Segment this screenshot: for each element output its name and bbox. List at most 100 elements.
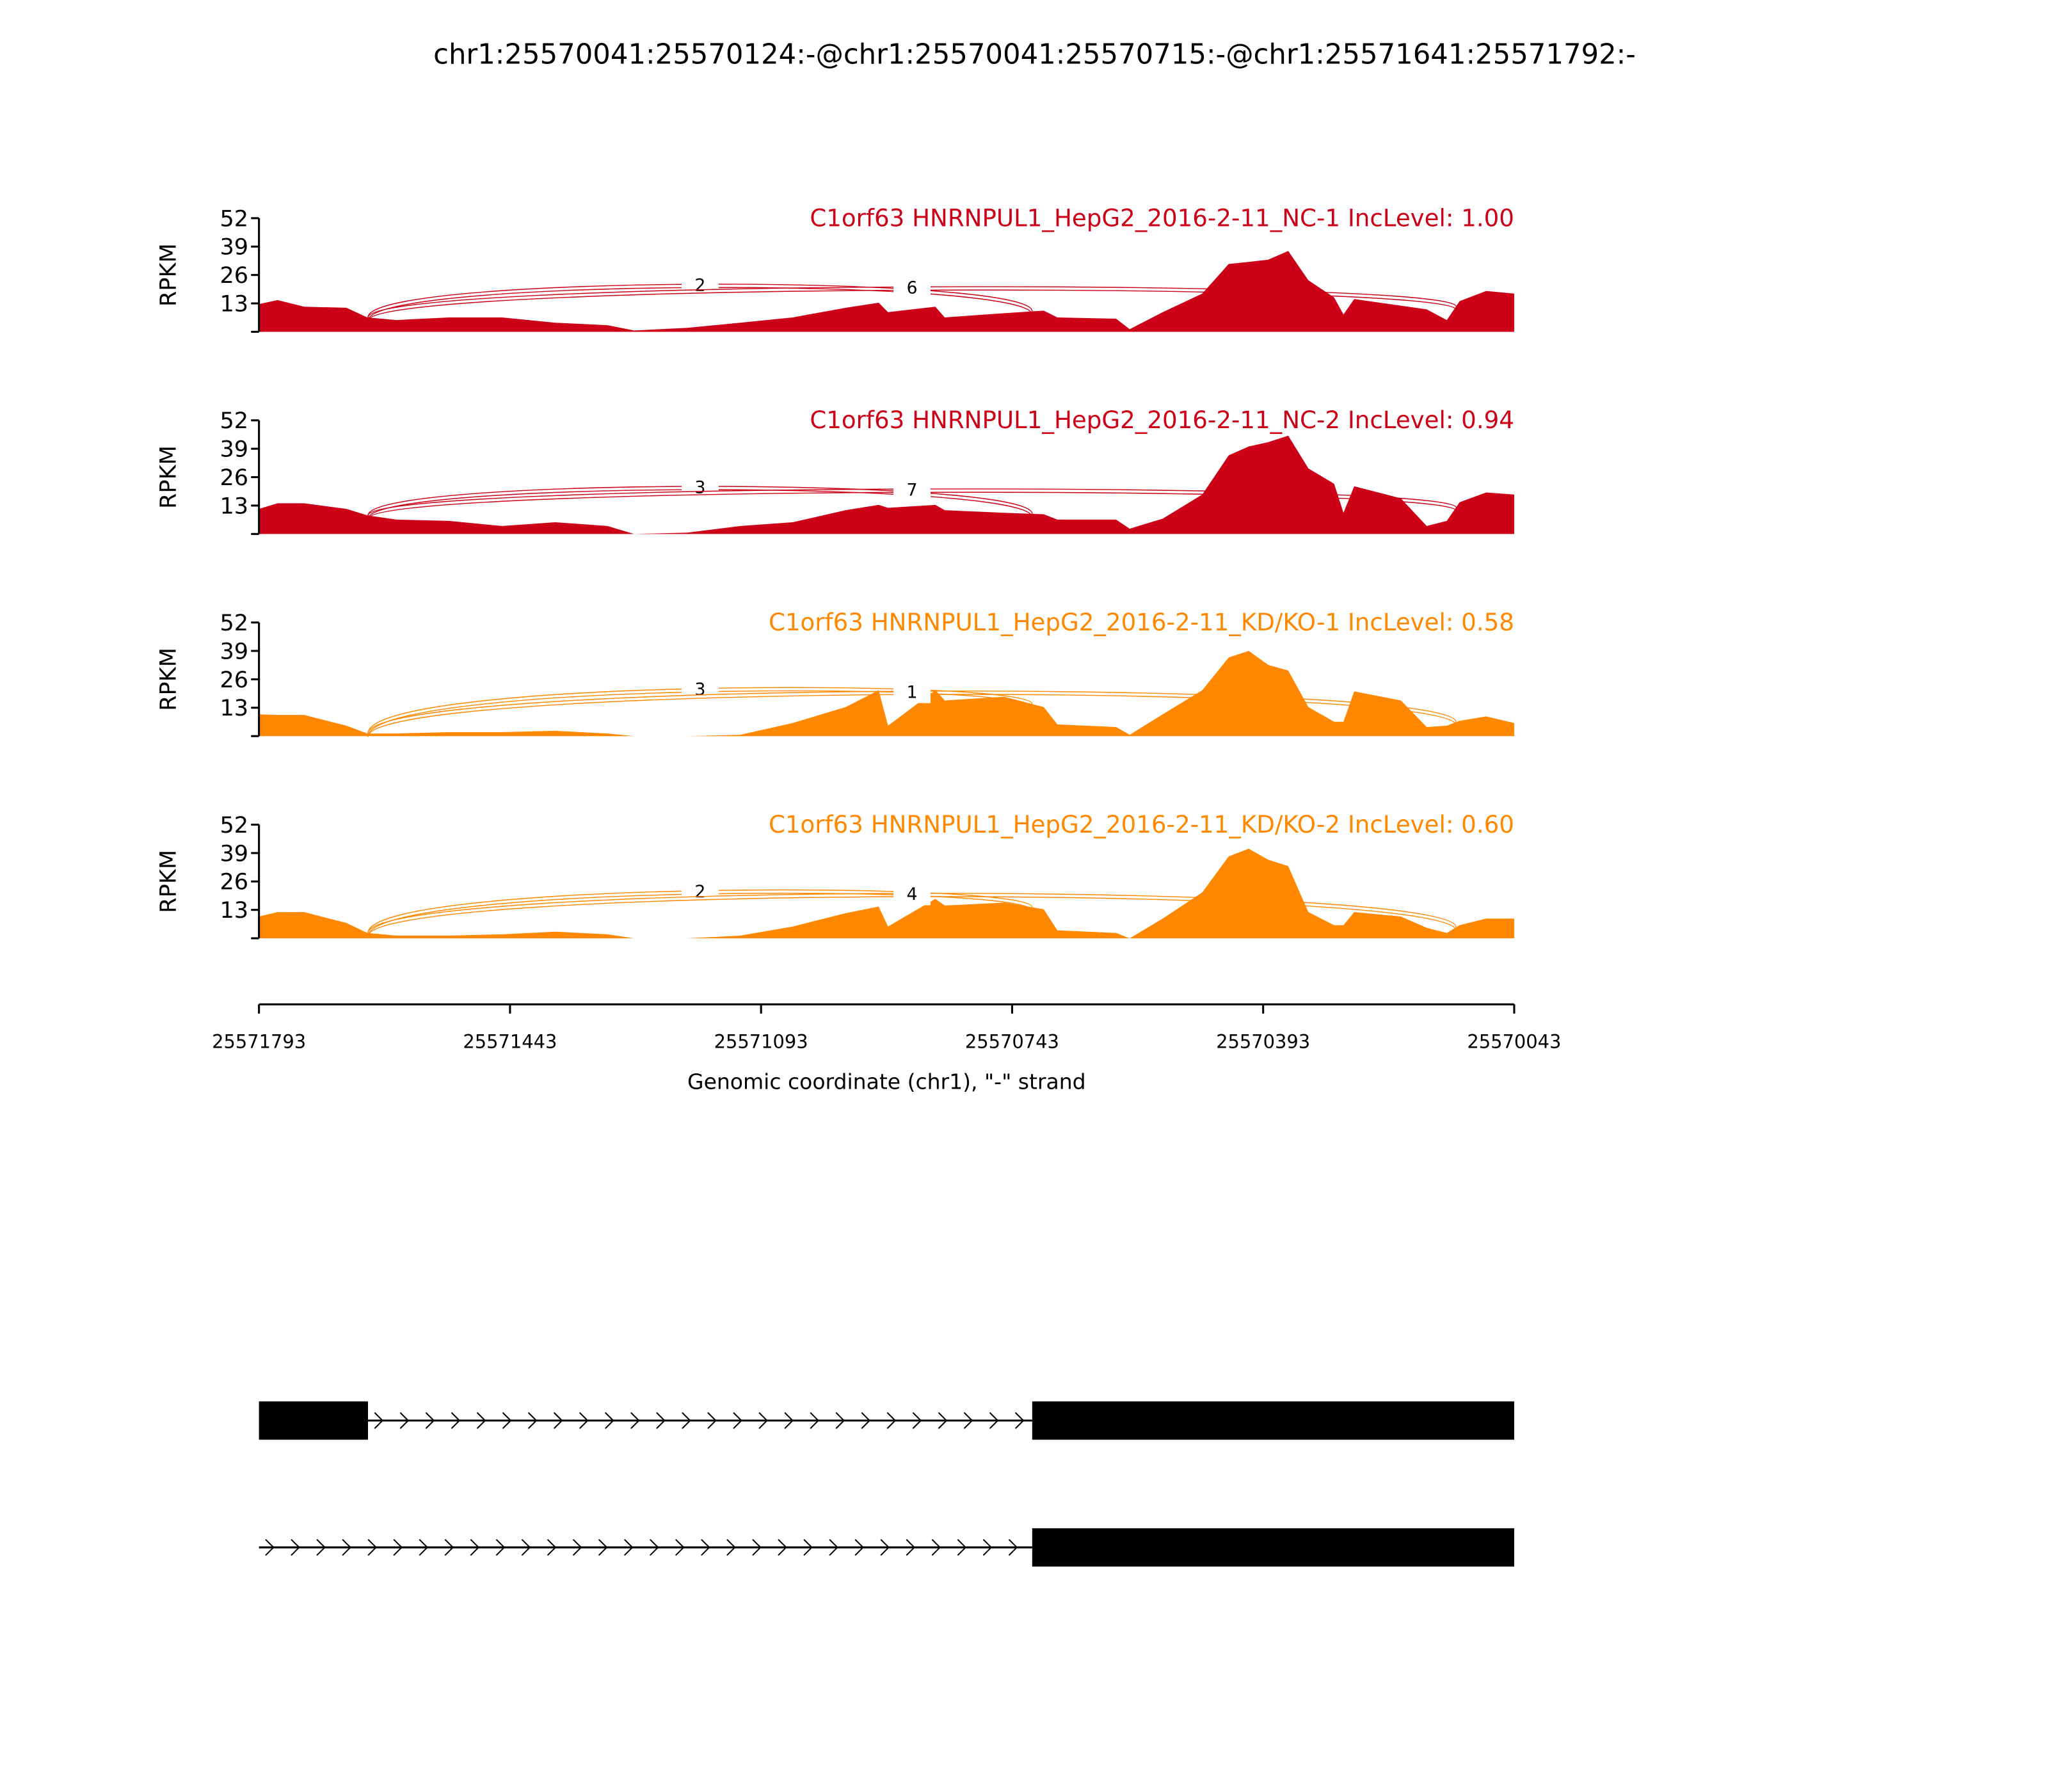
- exon: [1032, 1528, 1514, 1567]
- strand-chevron-icon: [547, 1539, 557, 1556]
- junction-label-box: [681, 272, 719, 296]
- junction-label-box: [893, 881, 931, 906]
- plot-title: chr1:25570041:25570124:-@chr1:25570041:2…: [433, 38, 1636, 70]
- strand-chevron-icon: [886, 1412, 897, 1429]
- strand-chevron-icon: [931, 1539, 941, 1556]
- junction-count-label: 7: [907, 480, 918, 500]
- y-tick-label: 26: [220, 262, 248, 289]
- y-tick-label: 39: [220, 234, 248, 260]
- strand-chevron-icon: [803, 1539, 813, 1556]
- transcript: [259, 1528, 1514, 1567]
- strand-chevron-icon: [682, 1412, 691, 1429]
- strand-chevron-icon: [880, 1539, 890, 1556]
- y-axis-label: RPKM: [156, 243, 182, 307]
- strand-chevron-icon: [957, 1539, 967, 1556]
- strand-chevron-icon: [572, 1539, 582, 1556]
- strand-chevron-icon: [1008, 1539, 1018, 1556]
- junction-count-label: 3: [694, 680, 705, 700]
- x-axis-label: Genomic coordinate (chr1), "-" strand: [687, 1069, 1086, 1094]
- track-title: C1orf63 HNRNPUL1_HepG2_2016-2-11_NC-2 In…: [810, 406, 1514, 434]
- junction-label-box: [893, 679, 931, 703]
- strand-chevron-icon: [623, 1539, 634, 1556]
- strand-chevron-icon: [605, 1412, 614, 1429]
- strand-chevron-icon: [835, 1412, 845, 1429]
- strand-chevron-icon: [444, 1539, 454, 1556]
- y-tick-label: 52: [220, 610, 248, 636]
- y-tick-label: 26: [220, 667, 248, 693]
- track-title: C1orf63 HNRNPUL1_HepG2_2016-2-11_KD/KO-2…: [769, 811, 1514, 838]
- x-tick-label: 25571443: [463, 1030, 557, 1052]
- y-tick-label: 13: [220, 291, 248, 317]
- x-tick-label: 25571793: [212, 1030, 306, 1052]
- y-tick-label: 26: [220, 869, 248, 895]
- y-tick-label: 13: [220, 897, 248, 924]
- strand-chevron-icon: [861, 1412, 871, 1429]
- junction-count-label: 2: [694, 275, 705, 295]
- strand-chevron-icon: [784, 1412, 794, 1429]
- track-title: C1orf63 HNRNPUL1_HepG2_2016-2-11_NC-1 In…: [810, 204, 1514, 232]
- strand-chevron-icon: [451, 1412, 461, 1429]
- y-tick-label: 13: [220, 493, 248, 519]
- strand-chevron-icon: [419, 1539, 429, 1556]
- y-tick-label: 52: [220, 205, 248, 232]
- coverage-area: [259, 435, 1514, 534]
- x-tick-label: 25570393: [1216, 1030, 1310, 1052]
- strand-chevron-icon: [758, 1412, 768, 1429]
- exon: [1032, 1401, 1514, 1440]
- transcript: [259, 1401, 1514, 1440]
- strand-chevron-icon: [752, 1539, 762, 1556]
- strand-chevron-icon: [733, 1412, 742, 1429]
- strand-chevron-icon: [527, 1412, 538, 1429]
- strand-chevron-icon: [598, 1539, 608, 1556]
- strand-chevron-icon: [912, 1412, 922, 1429]
- exon: [259, 1401, 368, 1440]
- y-axis-label: RPKM: [156, 445, 182, 509]
- junction-count-label: 4: [907, 884, 918, 904]
- y-tick-label: 39: [220, 436, 248, 463]
- strand-chevron-icon: [989, 1412, 999, 1429]
- strand-chevron-icon: [425, 1412, 435, 1429]
- coverage-area: [259, 651, 1514, 737]
- strand-chevron-icon: [502, 1412, 512, 1429]
- coverage-area: [259, 251, 1514, 332]
- strand-chevron-icon: [495, 1539, 506, 1556]
- junction-label-box: [893, 477, 931, 501]
- y-tick-label: 39: [220, 638, 248, 664]
- strand-chevron-icon: [374, 1412, 384, 1429]
- strand-chevron-icon: [367, 1539, 378, 1556]
- strand-chevron-icon: [938, 1412, 948, 1429]
- coverage-area: [259, 849, 1514, 939]
- strand-chevron-icon: [630, 1412, 640, 1429]
- junction-label-box: [681, 879, 719, 903]
- y-axis-label: RPKM: [156, 850, 182, 913]
- y-axis-label: RPKM: [156, 648, 182, 711]
- track-title: C1orf63 HNRNPUL1_HepG2_2016-2-11_KD/KO-1…: [769, 609, 1514, 636]
- strand-chevron-icon: [963, 1412, 973, 1429]
- strand-chevron-icon: [982, 1539, 993, 1556]
- strand-chevron-icon: [579, 1412, 589, 1429]
- y-tick-label: 26: [220, 465, 248, 491]
- strand-chevron-icon: [399, 1412, 410, 1429]
- strand-chevron-icon: [906, 1539, 916, 1556]
- strand-chevron-icon: [476, 1412, 486, 1429]
- strand-chevron-icon: [291, 1539, 300, 1556]
- strand-chevron-icon: [701, 1539, 710, 1556]
- strand-chevron-icon: [854, 1539, 865, 1556]
- strand-chevron-icon: [829, 1539, 838, 1556]
- x-axis: 25571793 25571443 25571093 25570743 25570393…: [212, 1003, 1561, 1052]
- strand-chevron-icon: [553, 1412, 563, 1429]
- strand-chevron-icon: [521, 1539, 531, 1556]
- junction-count-label: 3: [694, 477, 705, 497]
- junction-count-label: 2: [694, 882, 705, 902]
- strand-chevron-icon: [316, 1539, 326, 1556]
- y-tick-label: 52: [220, 408, 248, 434]
- strand-chevron-icon: [810, 1412, 820, 1429]
- strand-chevron-icon: [656, 1412, 666, 1429]
- y-tick-label: 13: [220, 695, 248, 721]
- strand-chevron-icon: [470, 1539, 480, 1556]
- strand-chevron-icon: [778, 1539, 787, 1556]
- strand-chevron-icon: [726, 1539, 736, 1556]
